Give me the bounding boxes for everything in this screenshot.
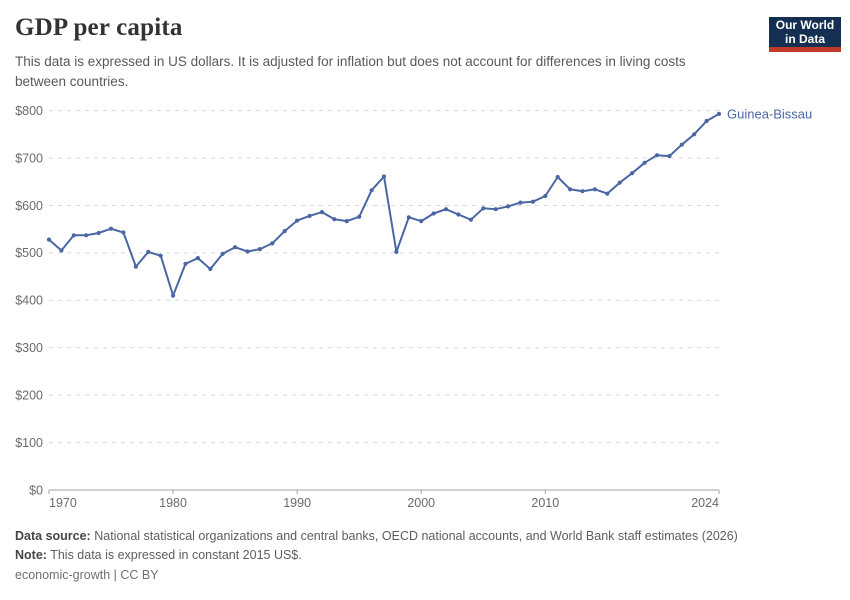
data-point-marker <box>282 229 287 234</box>
data-point-marker <box>506 204 511 209</box>
owid-logo: Our World in Data <box>769 17 841 52</box>
note-label: Note: <box>15 548 47 562</box>
data-point-marker <box>381 174 387 179</box>
chart-title: GDP per capita <box>15 14 183 41</box>
data-point-marker <box>195 256 200 261</box>
data-point-marker <box>171 293 176 298</box>
data-point-marker <box>270 241 275 246</box>
data-point-marker <box>121 230 126 235</box>
x-tick-label: 1990 <box>283 496 311 510</box>
x-tick-label: 2000 <box>407 496 435 510</box>
data-point-marker <box>530 199 536 204</box>
data-point-marker <box>679 142 684 147</box>
data-point-marker <box>307 213 312 218</box>
data-point-marker <box>394 249 399 254</box>
data-point-marker <box>617 180 622 185</box>
data-point-marker <box>295 218 300 223</box>
y-tick-label: $600 <box>15 199 43 213</box>
data-point-marker <box>568 187 573 192</box>
x-tick-label: 1970 <box>49 496 77 510</box>
data-point-marker <box>605 191 610 196</box>
data-point-marker <box>481 206 486 211</box>
owid-logo-line1: Our World <box>775 17 835 32</box>
y-tick-label: $0 <box>29 483 43 497</box>
x-tick-label: 2010 <box>531 496 559 510</box>
data-point-marker <box>518 200 523 205</box>
data-point-marker <box>158 253 163 258</box>
data-point-marker <box>59 248 64 253</box>
data-point-marker <box>146 249 151 254</box>
data-point-marker <box>419 219 424 224</box>
data-point-marker <box>716 111 722 116</box>
note-line: Note: This data is expressed in constant… <box>15 546 738 565</box>
data-point-marker <box>71 233 76 238</box>
chart-subtitle: This data is expressed in US dollars. It… <box>15 54 686 89</box>
data-point-marker <box>183 261 188 266</box>
data-point-marker <box>133 264 138 269</box>
data-source-label: Data source: <box>15 529 91 543</box>
data-point-marker <box>493 207 498 212</box>
y-tick-label: $500 <box>15 246 43 260</box>
data-point-marker <box>592 187 598 192</box>
owid-logo-line2: in Data <box>784 32 825 46</box>
y-tick-label: $700 <box>15 151 43 165</box>
data-point-marker <box>96 230 101 236</box>
y-tick-label: $800 <box>15 104 43 118</box>
data-point-marker <box>580 189 585 194</box>
data-point-marker <box>642 160 647 165</box>
data-point-marker <box>319 210 325 215</box>
data-point-marker <box>208 266 213 272</box>
data-point-marker <box>406 215 411 220</box>
data-point-marker <box>704 118 709 124</box>
data-point-marker <box>332 217 337 222</box>
data-point-marker <box>654 153 660 158</box>
data-point-marker <box>555 174 560 180</box>
y-tick-label: $300 <box>15 341 43 355</box>
data-point-marker <box>344 219 349 224</box>
data-source-text: National statistical organizations and c… <box>94 529 738 543</box>
data-point-marker <box>630 171 635 176</box>
license-line: economic-growth | CC BY <box>15 568 159 582</box>
y-tick-label: $200 <box>15 388 43 402</box>
data-point-marker <box>443 207 449 212</box>
data-point-marker <box>46 237 52 242</box>
data-point-marker <box>456 212 461 217</box>
x-tick-label: 1980 <box>159 496 187 510</box>
data-point-marker <box>257 247 262 252</box>
data-point-marker <box>431 211 436 216</box>
data-point-marker <box>667 154 672 159</box>
data-point-marker <box>220 251 225 256</box>
x-tick-label: 2024 <box>691 496 719 510</box>
data-point-marker <box>245 249 250 254</box>
data-point-marker <box>357 214 362 219</box>
series-line <box>48 112 720 297</box>
y-tick-label: $100 <box>15 436 43 450</box>
data-point-marker <box>233 245 238 250</box>
chart-footer: Data source: National statistical organi… <box>15 527 738 585</box>
data-point-marker <box>543 193 548 199</box>
data-point-marker <box>108 226 114 231</box>
data-point-marker <box>692 132 697 137</box>
series-end-label: Guinea-Bissau <box>727 106 812 121</box>
data-point-marker <box>84 233 89 238</box>
data-source-line: Data source: National statistical organi… <box>15 527 738 546</box>
data-point-marker <box>468 217 473 222</box>
note-text: This data is expressed in constant 2015 … <box>50 548 302 562</box>
y-tick-label: $400 <box>15 294 43 308</box>
data-point-marker <box>369 188 374 193</box>
